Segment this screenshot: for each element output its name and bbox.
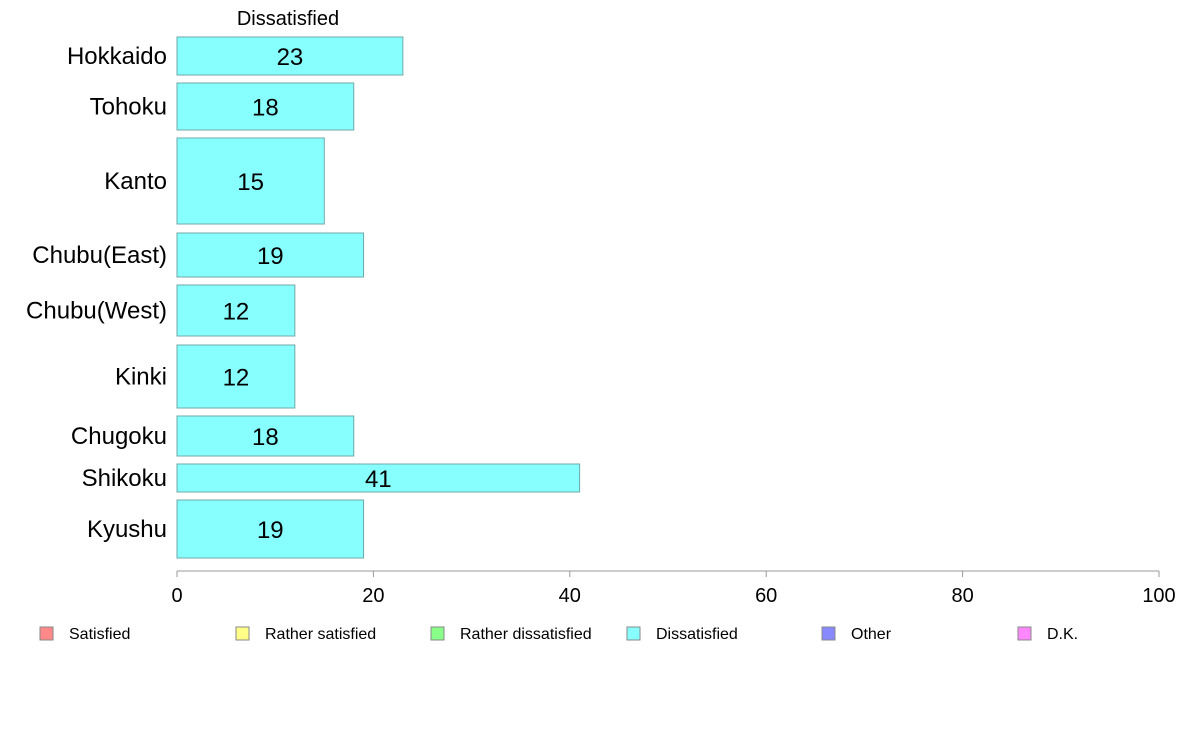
legend-label: Rather dissatisfied [460,626,592,643]
bar-value-label: 41 [365,466,392,493]
bar-tohoku [176,82,355,131]
category-label: Hokkaido [67,43,167,70]
category-label: Kanto [104,168,167,195]
bar-kanto [176,137,325,225]
x-tick-label: 0 [171,585,182,607]
x-tick-label: 80 [951,585,973,607]
bars-group: 23 18 15 19 12 12 18 41 19 [176,36,581,559]
category-label: Chubu(West) [26,298,167,325]
category-label: Chugoku [71,423,167,450]
bar-chubu-west- [176,284,296,337]
x-tick-label: 100 [1142,585,1175,607]
legend-swatch [39,626,54,641]
category-label: Kinki [115,364,167,391]
legend-swatch [821,626,836,641]
x-tick-label: 20 [362,585,384,607]
category-label: Tohoku [90,94,167,121]
bar-hokkaido [176,36,404,76]
bar-chubu-east- [176,232,365,278]
bar-value-label: 23 [277,44,304,71]
legend-label: Rather satisfied [265,626,376,643]
x-tick-label: 60 [755,585,777,607]
legend-label: D.K. [1047,626,1078,643]
bar-value-label: 18 [252,424,279,451]
bar-shikoku [176,463,581,493]
category-labels: Hokkaido Tohoku Kanto Chubu(East) Chubu(West… [26,43,167,543]
bar-value-label: 12 [223,299,250,326]
legend-swatch [626,626,641,641]
legend-label: Satisfied [69,626,130,643]
bar-kinki [176,344,296,409]
bar-chugoku [176,415,355,457]
x-tick-label: 40 [559,585,581,607]
legend-swatch [430,626,445,641]
legend-label: Other [851,626,892,643]
bar-value-label: 19 [257,517,284,544]
bar-value-label: 12 [223,365,250,392]
panel-title: Dissatisfied [237,8,339,30]
legend: Satisfied Rather satisfied Rather dissatis… [39,626,1078,643]
bar-value-label: 15 [237,169,264,196]
bar-value-label: 18 [252,95,279,122]
category-label: Chubu(East) [32,242,167,269]
category-label: Kyushu [87,516,167,543]
category-label: Shikoku [82,465,167,492]
legend-label: Dissatisfied [656,626,738,643]
bar-kyushu [176,499,365,559]
legend-swatch [235,626,250,641]
bar-value-label: 19 [257,243,284,270]
legend-swatch [1017,626,1032,641]
x-axis: 0 20 40 60 80 100 [171,570,1176,607]
